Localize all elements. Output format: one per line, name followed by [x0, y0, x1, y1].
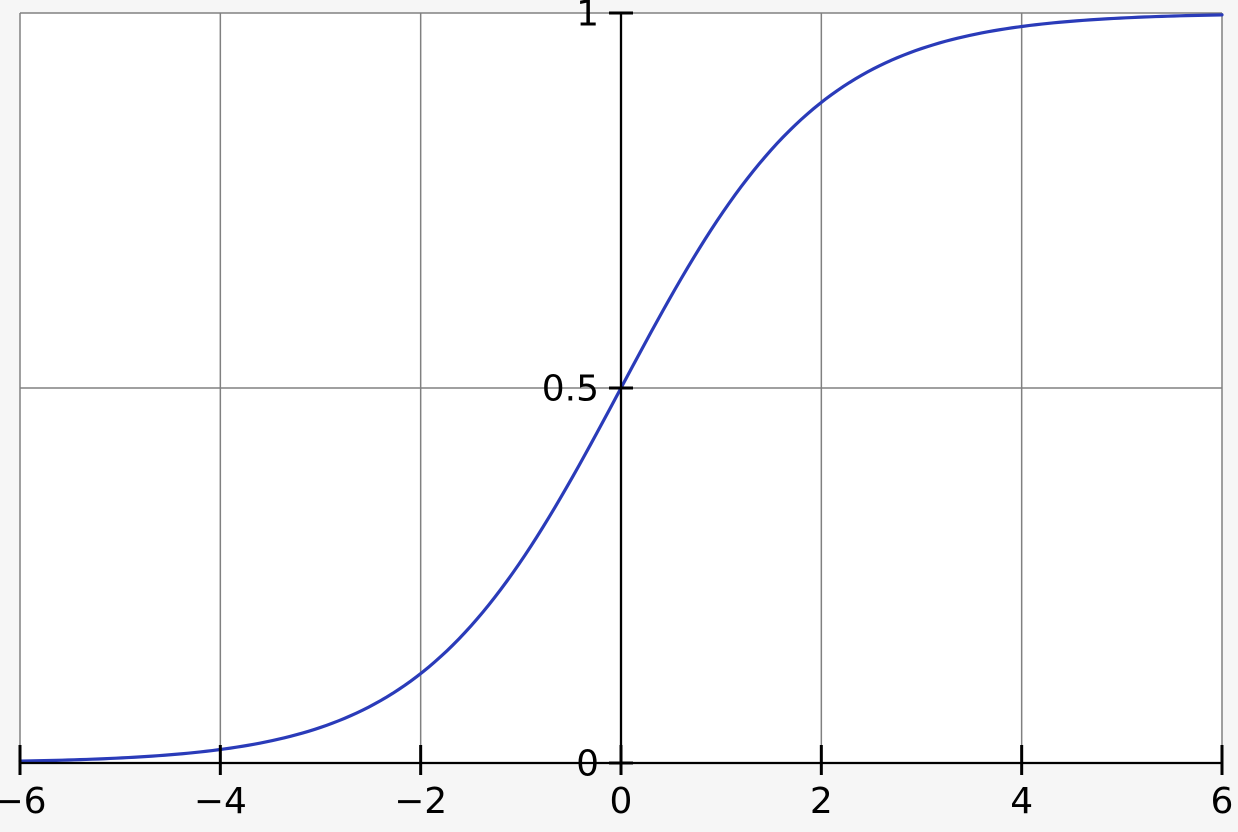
x-tick-label: 0	[610, 781, 633, 822]
y-tick-label: 1	[576, 0, 599, 35]
x-tick-label: −4	[194, 781, 247, 822]
x-tick-label: 2	[810, 781, 833, 822]
y-tick-label: 0	[576, 744, 599, 785]
x-tick-label: 4	[1010, 781, 1033, 822]
sigmoid-chart: −6 −4 −2 0 2 4 6 0 0.5 1	[0, 0, 1238, 832]
x-tick-label: −6	[0, 781, 47, 822]
x-tick-label: −2	[394, 781, 447, 822]
chart-container: −6 −4 −2 0 2 4 6 0 0.5 1	[0, 0, 1238, 832]
x-tick-label: 6	[1211, 781, 1234, 822]
y-tick-label: 0.5	[542, 369, 599, 410]
